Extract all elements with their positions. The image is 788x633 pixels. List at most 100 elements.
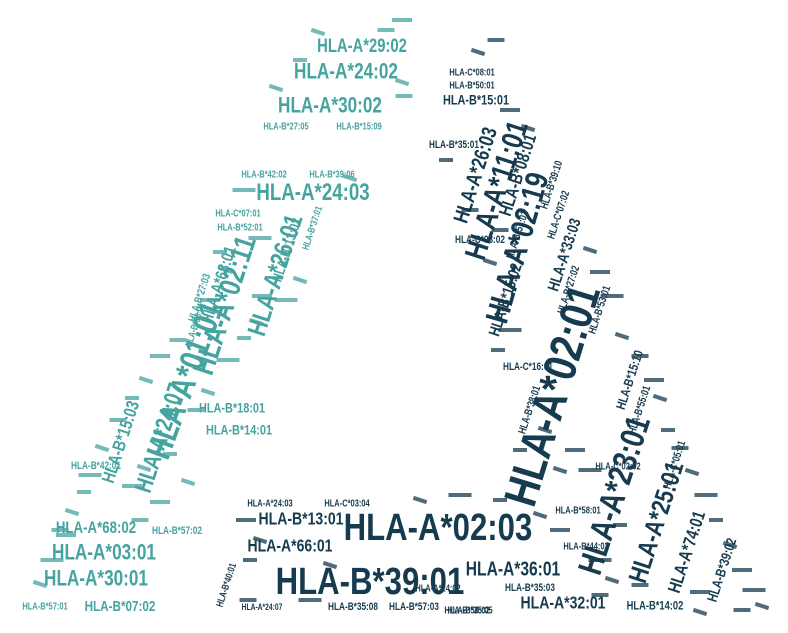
word-hla-b-42-02: HLA-B*42:02 <box>241 168 286 179</box>
filler-mark-dark <box>439 158 453 162</box>
filler-mark-dark <box>733 608 751 612</box>
filler-mark-light <box>94 443 110 453</box>
filler-mark-dark <box>694 493 718 497</box>
word-hla-a-66-01: HLA-A*66:01 <box>248 536 333 556</box>
filler-mark-light <box>150 500 170 504</box>
word-hla-b-57-02: HLA-B*57:02 <box>152 525 202 537</box>
filler-mark-light <box>51 528 69 532</box>
filler-mark-dark <box>239 598 257 602</box>
filler-mark-dark <box>412 495 428 505</box>
filler-mark-dark <box>732 568 752 572</box>
filler-mark-dark <box>661 428 675 432</box>
word-hla-c-02-02: HLA-C*02:02 <box>595 460 640 471</box>
word-hla-a-24-03: HLA-A*24:03 <box>247 497 292 508</box>
filler-mark-light <box>292 275 308 285</box>
filler-mark-dark <box>513 448 527 452</box>
word-hla-c-03-02: HLA-C*03:02 <box>455 234 505 246</box>
filler-mark-light <box>252 294 272 298</box>
filler-mark-dark <box>532 510 548 520</box>
word-hla-a-03-01: HLA-A*03:01 <box>52 541 156 566</box>
filler-mark-dark <box>754 601 770 611</box>
filler-mark-dark <box>298 598 322 602</box>
word-hla-b-35-05: HLA-B*35:05 <box>447 604 492 615</box>
word-hla-b-18-01: HLA-B*18:01 <box>199 400 265 416</box>
filler-mark-light <box>394 77 410 87</box>
word-hla-b-13-01: HLA-B*13:01 <box>259 509 344 529</box>
filler-mark-light <box>268 83 284 93</box>
word-hla-b-42-01: HLA-B*42:01 <box>71 460 121 472</box>
filler-mark-dark <box>588 558 612 562</box>
word-hla-a-24-07: HLA-A*24:07 <box>242 602 283 612</box>
filler-mark-light <box>342 173 358 183</box>
filler-mark-dark <box>684 467 700 477</box>
filler-mark-dark <box>236 518 256 522</box>
word-hla-b-58-01: HLA-B*58:01 <box>555 504 600 515</box>
filler-mark-dark <box>644 378 664 382</box>
word-hla-b-15-09: HLA-B*15:09 <box>336 120 381 131</box>
filler-mark-dark <box>671 446 689 450</box>
filler-mark-light <box>392 18 412 22</box>
word-hla-c-03-04: HLA-C*03:04 <box>324 497 369 508</box>
word-hla-b-07-02: HLA-B*07:02 <box>85 598 156 615</box>
filler-mark-dark <box>448 493 472 497</box>
filler-mark-light <box>274 298 298 302</box>
filler-mark-dark <box>582 245 598 255</box>
filler-mark-dark <box>470 47 486 57</box>
filler-mark-light <box>377 28 395 32</box>
word-hla-a-36-01: HLA-A*36:01 <box>466 558 560 580</box>
filler-mark-dark <box>461 208 479 212</box>
word-hla-a-24-02: HLA-A*24:02 <box>294 60 398 85</box>
filler-mark-dark <box>493 498 507 502</box>
filler-mark-light <box>213 250 227 254</box>
filler-mark-light <box>237 336 251 340</box>
word-hla-b-35-01: HLA-B*35:01 <box>429 139 479 151</box>
word-hla-b-35-08: HLA-B*35:08 <box>328 601 378 613</box>
filler-mark-light <box>122 484 142 488</box>
filler-mark-light <box>216 358 240 362</box>
filler-mark-dark <box>722 540 738 550</box>
filler-mark-light <box>150 354 170 358</box>
filler-mark-dark <box>591 593 609 597</box>
filler-mark-dark <box>500 108 520 112</box>
filler-mark-dark <box>487 38 505 42</box>
word-hla-b-52-01: HLA-B*52:01 <box>217 221 262 232</box>
word-hla-b-39-06: HLA-B*39:06 <box>309 168 354 179</box>
word-hla-b-27-05: HLA-B*27:05 <box>263 120 308 131</box>
word-hla-b-57-03: HLA-B*57:03 <box>389 601 439 613</box>
filler-mark-dark <box>578 468 602 472</box>
filler-mark-dark <box>613 523 627 527</box>
filler-mark-light <box>136 463 152 473</box>
filler-mark-light <box>310 27 326 37</box>
filler-mark-light <box>64 507 80 517</box>
word-hla-c-08-01: HLA-C*08:01 <box>449 66 494 77</box>
word-hla-b-39-01: HLA-B*39:01 <box>276 561 465 603</box>
word-hla-a-68-02: HLA-A*68:02 <box>56 519 136 538</box>
filler-mark-light <box>293 58 307 62</box>
word-hla-c-16-01: HLA-C*16:01 <box>503 361 553 373</box>
filler-mark-dark <box>604 575 620 585</box>
filler-mark-dark <box>565 448 585 452</box>
filler-mark-dark <box>491 228 509 232</box>
filler-mark-dark <box>252 535 268 545</box>
filler-mark-dark <box>537 425 553 435</box>
filler-mark-light <box>232 188 256 192</box>
filler-mark-light <box>395 94 413 98</box>
filler-mark-light <box>218 265 234 275</box>
filler-mark-light <box>78 473 102 477</box>
filler-mark-dark <box>590 270 610 274</box>
word-hla-a-02-03: HLA-A*02:03 <box>344 507 533 549</box>
word-hla-b-58-02: HLA-B*58:02 <box>444 604 489 615</box>
filler-mark-dark <box>243 558 257 562</box>
filler-mark-dark <box>709 518 723 522</box>
filler-mark-light <box>163 452 177 456</box>
filler-mark-dark <box>322 560 338 570</box>
word-hla-a-32-01: HLA-A*32:01 <box>521 593 606 613</box>
filler-mark-light <box>125 396 139 400</box>
word-hla-b-44-02: HLA-B*44:02 <box>563 540 608 551</box>
filler-mark-dark <box>692 607 708 617</box>
word-hla-a-29-02: HLA-A*29:02 <box>317 35 407 56</box>
word-hla-b-57-01: HLA-B*57:01 <box>22 600 67 611</box>
filler-mark-light <box>138 375 154 385</box>
filler-mark-light <box>187 408 205 412</box>
filler-mark-dark <box>742 588 766 592</box>
